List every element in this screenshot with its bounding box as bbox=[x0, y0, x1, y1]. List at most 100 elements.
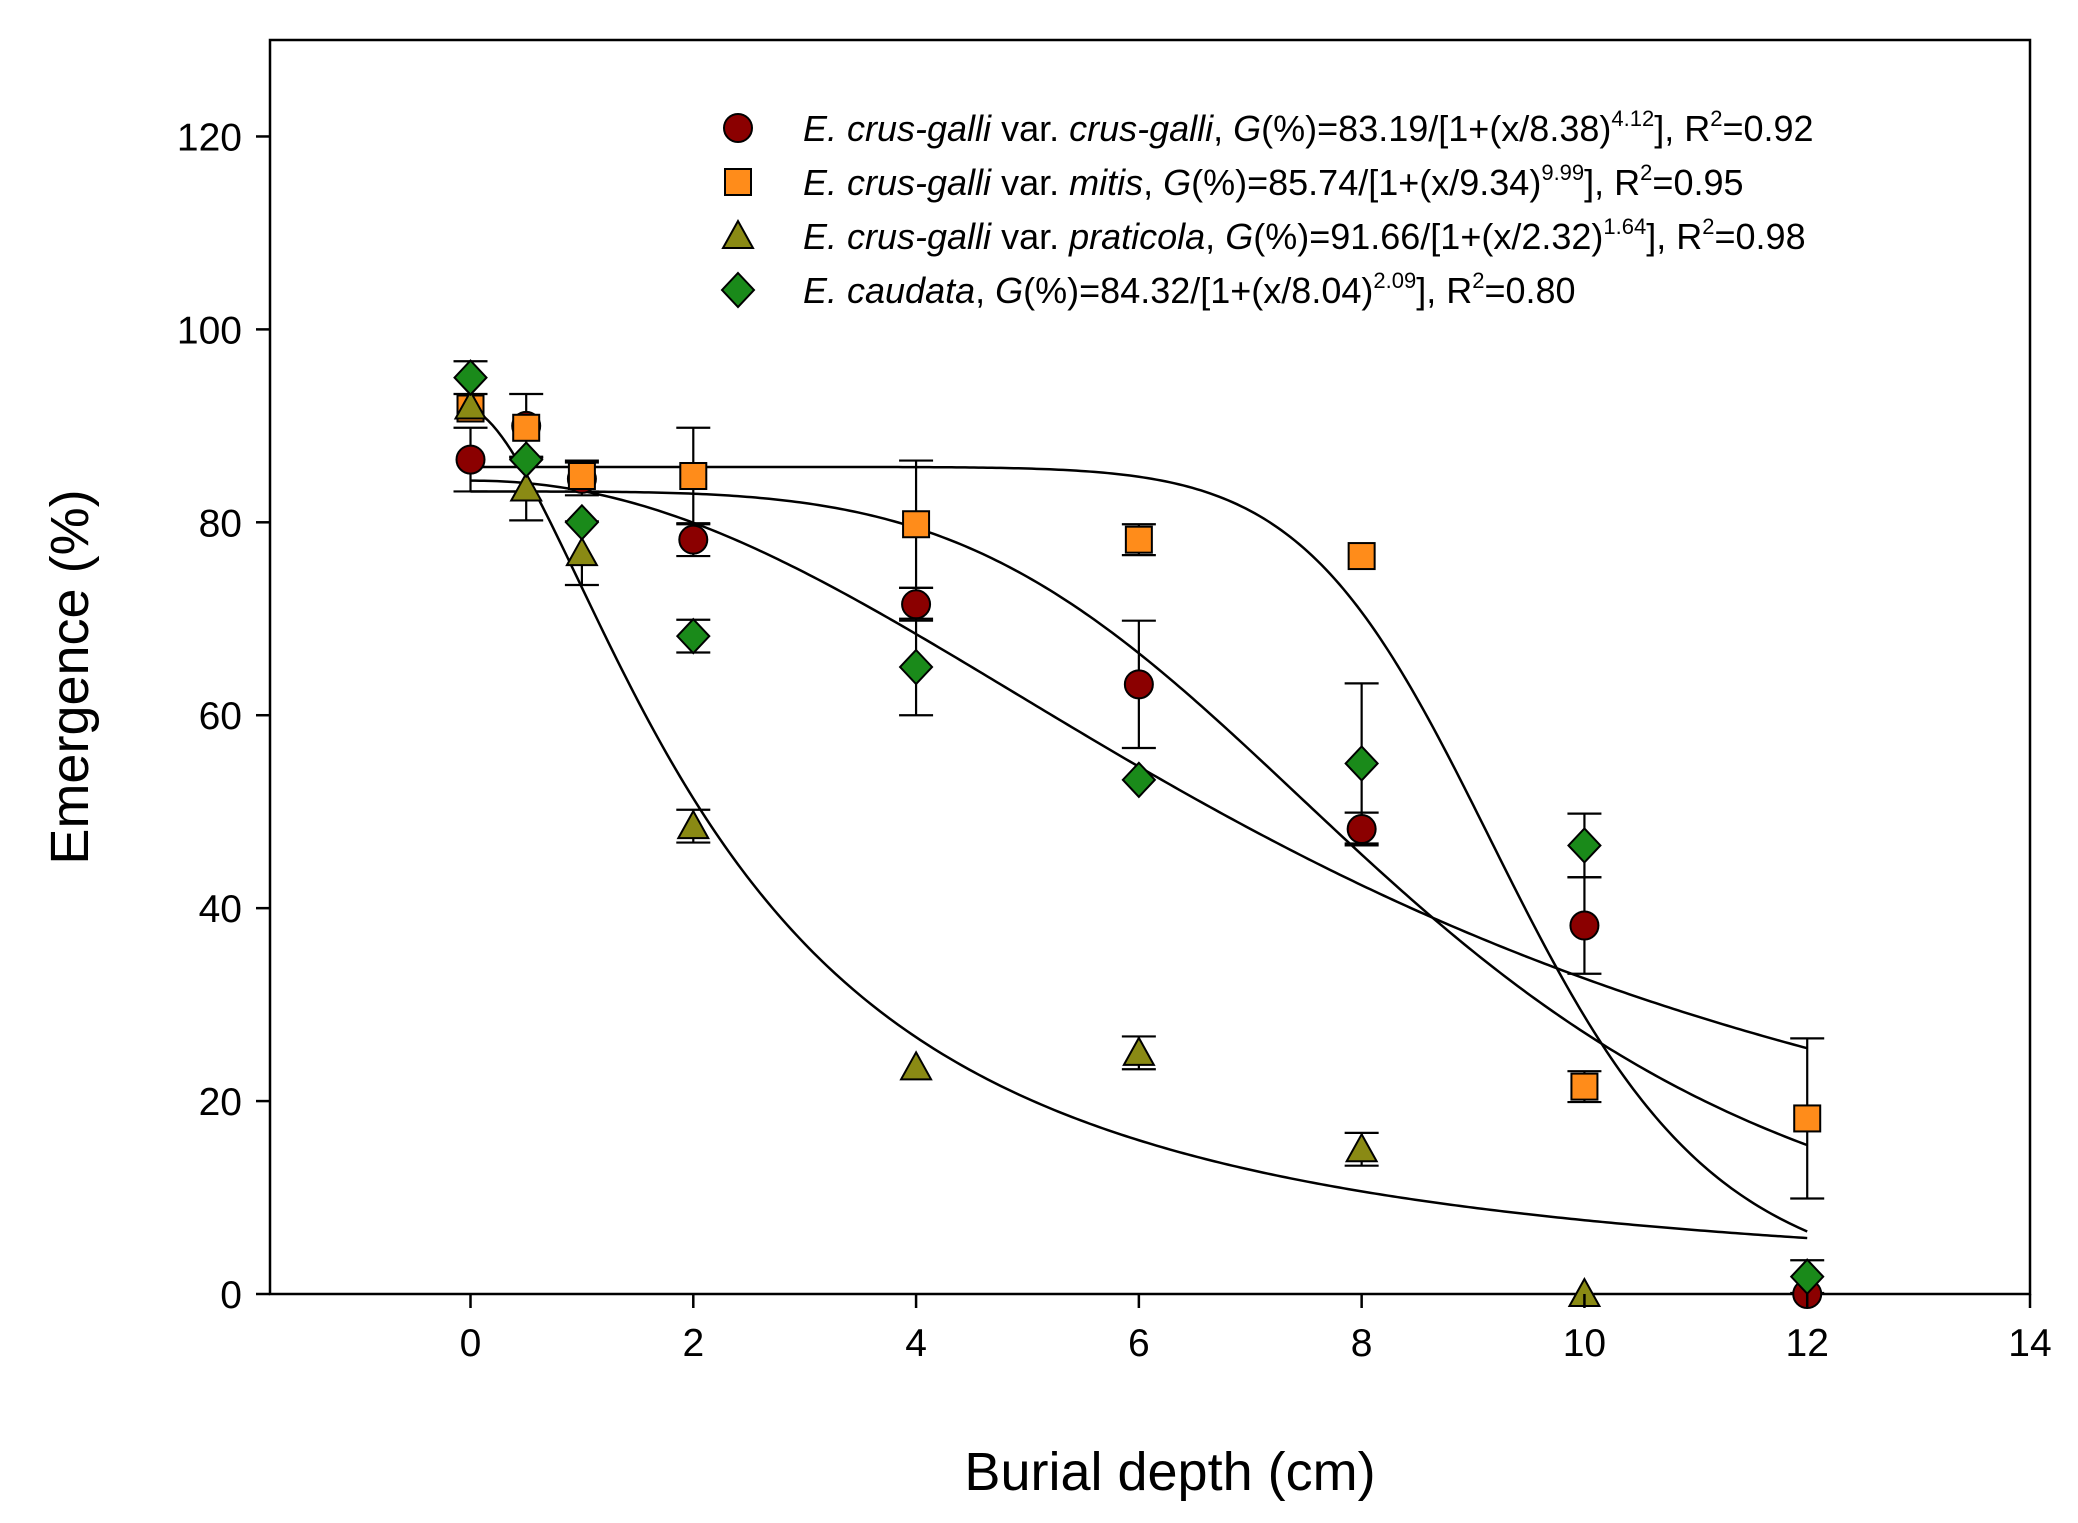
x-tick-label: 14 bbox=[2008, 1322, 2051, 1365]
circle-point bbox=[1569, 910, 1600, 941]
y-tick-label: 40 bbox=[199, 888, 242, 931]
legend-text-part: G bbox=[1163, 162, 1191, 203]
legend-text-part: 2 bbox=[1710, 106, 1722, 131]
legend-text-part: (%)=83.19/[1+(x/8.38) bbox=[1261, 108, 1611, 149]
diamond-point bbox=[1344, 745, 1380, 782]
square-point bbox=[902, 510, 931, 539]
legend-text-part: 1.64 bbox=[1603, 214, 1646, 239]
triangle-point bbox=[1344, 1132, 1379, 1163]
diamond-point bbox=[675, 617, 711, 655]
square-point bbox=[1793, 1104, 1822, 1133]
triangle-point bbox=[1122, 1035, 1156, 1066]
circle-point bbox=[678, 524, 709, 555]
legend-text-part: 2 bbox=[1702, 214, 1714, 239]
diamond-point bbox=[453, 359, 488, 397]
legend: E. crus-galli var. crus-galli, G(%)=83.1… bbox=[720, 106, 1814, 311]
y-tick-label: 20 bbox=[199, 1081, 242, 1124]
legend-text-part: (%)=91.66/[1+(x/2.32) bbox=[1253, 216, 1603, 257]
diamond-point bbox=[898, 648, 934, 686]
diamond-point bbox=[508, 441, 544, 479]
x-tick-label: 6 bbox=[1128, 1322, 1150, 1365]
legend-text-part: E. crus-galli bbox=[803, 108, 992, 149]
square-point bbox=[567, 462, 596, 491]
legend-text-part: , bbox=[975, 270, 995, 311]
legend-marker bbox=[723, 113, 753, 143]
diamond-point bbox=[1121, 761, 1157, 799]
legend-text-part: , bbox=[1205, 216, 1225, 257]
circle-point bbox=[1123, 669, 1154, 700]
legend-entry: E. caudata, G(%)=84.32/[1+(x/8.04)2.09],… bbox=[803, 268, 1576, 311]
legend-text-part: mitis bbox=[1069, 162, 1143, 203]
y-tick-label: 80 bbox=[199, 502, 242, 545]
legend-text-part: G bbox=[1233, 108, 1261, 149]
legend-text-part: 2.09 bbox=[1373, 268, 1416, 293]
legend-text-part: var. bbox=[991, 162, 1069, 203]
y-tick-label: 100 bbox=[177, 309, 242, 352]
axis-ticks: 0 2 4 6 8 10 12 14 0 20 40 60 80 100 120 bbox=[177, 116, 2052, 1365]
triangle-point bbox=[899, 1050, 933, 1081]
x-tick-label: 10 bbox=[1563, 1322, 1606, 1365]
y-tick-label: 0 bbox=[220, 1274, 242, 1317]
legend-text-part: praticola bbox=[1068, 216, 1205, 257]
diamond-point bbox=[564, 503, 600, 541]
plot-frame bbox=[268, 38, 2032, 1296]
legend-text-part: , bbox=[1143, 162, 1163, 203]
legend-text-part: 2 bbox=[1472, 268, 1484, 293]
legend-entry: E. crus-galli var. mitis, G(%)=85.74/[1+… bbox=[803, 160, 1744, 203]
legend-marker bbox=[721, 218, 755, 249]
x-tick-label: 8 bbox=[1351, 1322, 1373, 1365]
legend-text-part: G bbox=[1225, 216, 1253, 257]
x-axis-title: Burial depth (cm) bbox=[964, 1442, 1375, 1502]
x-tick-label: 4 bbox=[905, 1322, 927, 1365]
triangle-point bbox=[565, 536, 599, 567]
fit-curve bbox=[470, 408, 1808, 1240]
y-tick-label: 60 bbox=[199, 695, 242, 738]
circle-point bbox=[1346, 814, 1377, 845]
circle-point bbox=[455, 444, 486, 475]
legend-text-part: E. caudata bbox=[803, 270, 975, 311]
plot-border bbox=[268, 38, 2032, 1296]
diamond-point bbox=[1789, 1258, 1825, 1296]
legend-text-part: (%)=85.74/[1+(x/9.34) bbox=[1191, 162, 1541, 203]
circle-point bbox=[901, 589, 932, 620]
legend-text-part: crus-galli bbox=[1069, 108, 1214, 149]
legend-marker bbox=[720, 271, 756, 309]
square-point bbox=[679, 462, 708, 491]
square-point bbox=[512, 413, 541, 442]
legend-text-part: =0.92 bbox=[1722, 108, 1813, 149]
legend-text-part: E. crus-galli bbox=[803, 216, 992, 257]
legend-entry: E. crus-galli var. praticola, G(%)=91.66… bbox=[803, 214, 1806, 257]
y-axis-title: Emergence (%) bbox=[40, 489, 100, 864]
legend-text-part: =0.95 bbox=[1652, 162, 1743, 203]
legend-text-part: 2 bbox=[1640, 160, 1652, 185]
legend-text-part: E. crus-galli bbox=[803, 162, 992, 203]
legend-entry: E. crus-galli var. crus-galli, G(%)=83.1… bbox=[803, 106, 1814, 149]
legend-text-part: 4.12 bbox=[1611, 106, 1654, 131]
legend-text-part: , bbox=[1213, 108, 1233, 149]
legend-text-part: var. bbox=[991, 108, 1069, 149]
legend-text-part: var. bbox=[991, 216, 1069, 257]
legend-text-part: ], R bbox=[1654, 108, 1710, 149]
triangle-point bbox=[509, 471, 543, 502]
legend-text-part: =0.98 bbox=[1715, 216, 1806, 257]
legend-text-part: ], R bbox=[1646, 216, 1702, 257]
x-tick-label: 2 bbox=[682, 1322, 704, 1365]
square-point bbox=[1124, 525, 1153, 554]
y-tick-label: 120 bbox=[177, 116, 242, 159]
legend-text-part: (%)=84.32/[1+(x/8.04) bbox=[1023, 270, 1373, 311]
legend-text-part: ], R bbox=[1416, 270, 1472, 311]
legend-text-part: 9.99 bbox=[1541, 160, 1584, 185]
error-bars bbox=[453, 360, 1825, 1295]
triangle-point bbox=[453, 389, 488, 420]
x-tick-label: 0 bbox=[460, 1322, 482, 1365]
diamond-point bbox=[1567, 826, 1602, 864]
square-point bbox=[1347, 542, 1376, 571]
triangle-point bbox=[676, 809, 710, 840]
legend-text-part: ], R bbox=[1584, 162, 1640, 203]
data-markers bbox=[453, 359, 1825, 1309]
legend-marker bbox=[724, 168, 752, 196]
legend-text-part: G bbox=[995, 270, 1023, 311]
square-point bbox=[1570, 1072, 1599, 1101]
fit-curve bbox=[470, 465, 1808, 1233]
